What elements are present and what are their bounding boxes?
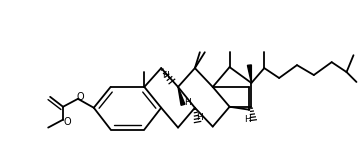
Text: H: H bbox=[197, 113, 203, 122]
Polygon shape bbox=[248, 65, 252, 83]
Text: H: H bbox=[244, 115, 251, 124]
Text: O: O bbox=[76, 92, 84, 102]
Polygon shape bbox=[178, 87, 185, 105]
Text: H: H bbox=[162, 71, 169, 80]
Text: O: O bbox=[63, 117, 71, 127]
Text: H: H bbox=[185, 98, 191, 107]
